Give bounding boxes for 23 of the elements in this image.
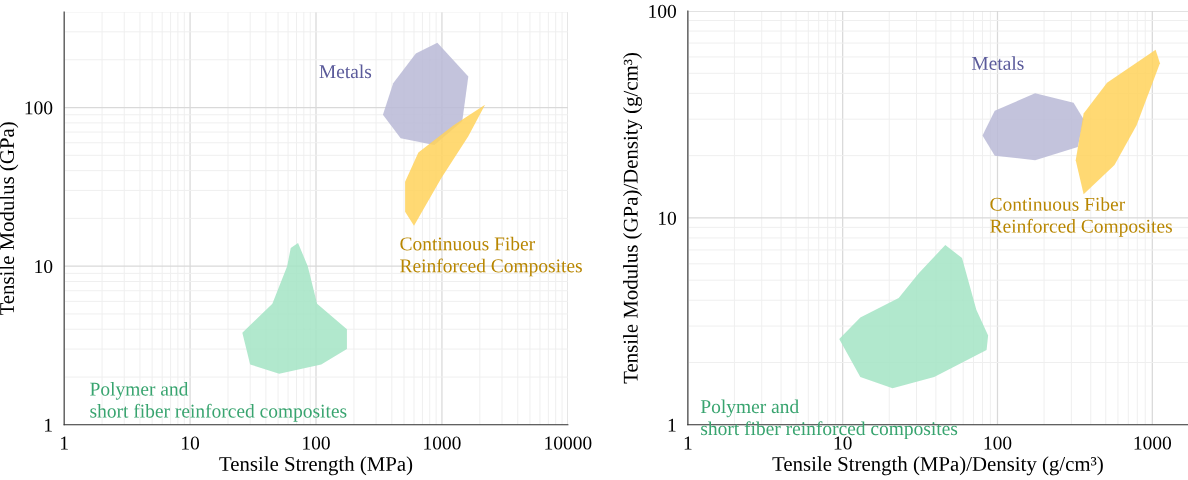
series-label: Continuous Fiber Reinforced Composites bbox=[400, 236, 582, 277]
y-tick-label: 100 bbox=[25, 101, 53, 115]
x-tick-label: 10000 bbox=[545, 436, 592, 450]
x-axis-title: Tensile Strength (MPa) bbox=[219, 456, 413, 476]
y-tick-label: 1 bbox=[668, 418, 676, 432]
x-axis-title: Tensile Strength (MPa)/Density (g/cm³) bbox=[772, 456, 1103, 476]
x-tick-label: 100 bbox=[984, 436, 1012, 450]
x-tick-label: 1 bbox=[61, 436, 68, 450]
x-tick-label: 100 bbox=[303, 436, 330, 450]
x-tick-label: 1000 bbox=[424, 436, 461, 450]
y-axis-title: Tensile Modulus (GPa)/Density (g/cm³) bbox=[623, 52, 643, 384]
x-tick-label: 1 bbox=[684, 436, 692, 450]
series-label: Continuous Fiber Reinforced Composites bbox=[990, 197, 1172, 237]
series-label: Metals bbox=[319, 64, 372, 79]
y-axis-title: Tensile Modulus (GPa) bbox=[0, 122, 19, 316]
y-tick-label: 10 bbox=[659, 211, 676, 225]
series-label: Metals bbox=[971, 56, 1024, 70]
x-tick-label: 1000 bbox=[1134, 436, 1172, 450]
y-tick-label: 10 bbox=[35, 259, 53, 274]
y-tick-label: 1 bbox=[45, 418, 52, 432]
y-tick-label: 100 bbox=[649, 4, 676, 18]
series-label: Polymer and short fiber reinforced composites bbox=[90, 382, 347, 422]
x-tick-label: 10 bbox=[182, 436, 200, 450]
